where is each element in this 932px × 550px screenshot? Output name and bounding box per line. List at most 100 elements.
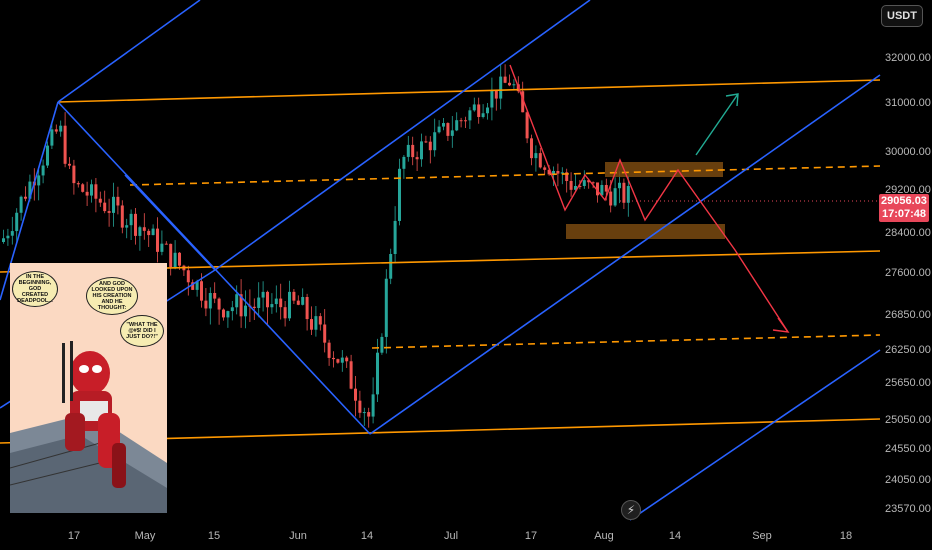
- candle-body: [235, 294, 239, 308]
- candle-body: [72, 165, 76, 184]
- candle-body: [547, 169, 551, 175]
- candle-body: [261, 291, 265, 298]
- price-tick: 26250.00: [885, 344, 931, 356]
- candle-body: [486, 107, 489, 114]
- comic-illustration: [10, 263, 167, 513]
- candle-body: [503, 76, 507, 83]
- candle-body: [481, 113, 485, 117]
- candle-body: [222, 309, 225, 318]
- candle-body: [296, 300, 300, 305]
- candle-body: [98, 198, 102, 203]
- projection-arrow-up[interactable]: [695, 93, 739, 156]
- candle-body: [336, 359, 340, 363]
- channel-line-rising-mid[interactable]: [369, 74, 881, 435]
- candle-body: [446, 123, 450, 136]
- candle-body: [195, 281, 199, 290]
- candle-body: [63, 125, 67, 164]
- candle-body: [279, 298, 283, 308]
- price-tick: 30000.00: [885, 146, 931, 158]
- price-tick: 31000.00: [885, 97, 931, 109]
- candle-body: [147, 230, 151, 236]
- candle-body: [530, 138, 533, 159]
- level-line-dashed-upper[interactable]: [129, 165, 881, 186]
- candle-body: [292, 291, 296, 301]
- time-tick: Jul: [443, 530, 459, 542]
- candle-body: [138, 227, 142, 236]
- candle-body: [2, 238, 5, 242]
- candle-body: [437, 126, 441, 133]
- candle-body: [191, 282, 195, 290]
- candle-body: [288, 291, 291, 319]
- time-tick: 17: [67, 530, 81, 542]
- price-tick: 28400.00: [885, 227, 931, 239]
- candle-body: [380, 336, 384, 353]
- candle-body: [393, 220, 397, 254]
- candle-body: [28, 181, 32, 199]
- candle-body: [406, 144, 410, 157]
- channel-line-upper[interactable]: [0, 101, 59, 301]
- candle-body: [200, 281, 203, 301]
- candle-body: [107, 211, 111, 213]
- level-line-dashed-lower[interactable]: [371, 334, 881, 349]
- channel-line-upper-rail[interactable]: [57, 0, 201, 103]
- candle-body: [160, 243, 164, 252]
- candle-body: [552, 170, 555, 175]
- level-line-top[interactable]: [57, 79, 881, 103]
- candle-body: [164, 243, 168, 245]
- price-tick: 23570.00: [885, 503, 931, 515]
- channel-line-down-upper[interactable]: [124, 174, 216, 271]
- candle-body: [186, 270, 190, 283]
- candle-body: [50, 129, 54, 146]
- candle-countdown: 17:07:48: [881, 208, 927, 220]
- candle-body: [560, 172, 564, 174]
- candle-body: [376, 352, 379, 395]
- current-price-badge: 29056.03 17:07:48: [879, 194, 929, 222]
- candle-body: [266, 291, 269, 308]
- speech-bubble-1: IN THE BEGINNING, GOD CREATED DEADPOOL..…: [12, 271, 58, 307]
- price-tick: 27600.00: [885, 267, 931, 279]
- candle-body: [420, 141, 423, 160]
- price-tick: 26850.00: [885, 309, 931, 321]
- candle-body: [433, 132, 437, 151]
- candle-body: [129, 213, 133, 226]
- time-tick: 14: [668, 530, 682, 542]
- candle-body: [274, 298, 278, 305]
- candle-body: [230, 307, 234, 312]
- candle-body: [204, 300, 208, 309]
- currency-selector[interactable]: USDT: [881, 5, 923, 27]
- channel-line-rising-low[interactable]: [629, 349, 881, 521]
- time-tick: 18: [839, 530, 853, 542]
- candle-body: [6, 235, 10, 239]
- candle-body: [525, 112, 529, 139]
- candle-body: [239, 294, 243, 317]
- speech-bubble-2: AND GOD LOOKED UPON HIS CREATION AND HE …: [86, 277, 138, 315]
- candle-body: [442, 123, 445, 127]
- candle-body: [142, 227, 146, 231]
- candle-body: [538, 153, 542, 168]
- projection-arrow-down-head: [772, 317, 790, 333]
- candle-body: [340, 357, 344, 363]
- time-tick: May: [134, 530, 156, 542]
- candle-body: [213, 293, 217, 299]
- candle-body: [490, 90, 494, 108]
- candle-body: [543, 167, 547, 170]
- candles: [2, 64, 630, 428]
- go-to-realtime-button[interactable]: ⚡: [621, 500, 641, 520]
- candle-body: [85, 191, 89, 196]
- price-tick: 29200.00: [885, 184, 931, 196]
- demand-zone: [566, 224, 725, 239]
- projection-zigzag[interactable]: [509, 64, 789, 333]
- candle-body: [134, 213, 137, 236]
- channel-line-rising-top[interactable]: [214, 0, 591, 271]
- price-tick: 24050.00: [885, 474, 931, 486]
- time-tick: Sep: [752, 530, 772, 542]
- candle-body: [19, 196, 23, 213]
- deadpool-comic-image: IN THE BEGINNING, GOD CREATED DEADPOOL..…: [10, 263, 167, 513]
- candle-body: [354, 388, 357, 401]
- candle-body: [389, 253, 393, 279]
- candle-body: [604, 184, 608, 192]
- candle-body: [257, 297, 261, 308]
- candle-body: [68, 163, 71, 166]
